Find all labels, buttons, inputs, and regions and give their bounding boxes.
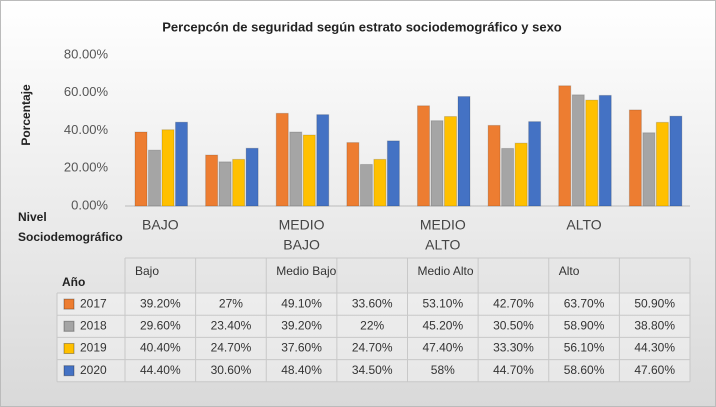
table-cell: 49.10% <box>281 296 322 310</box>
bar <box>346 142 360 207</box>
y-axis-label: Porcentaje <box>19 84 33 146</box>
table-cell: 29.60% <box>140 318 181 332</box>
table-cell: 40.40% <box>140 341 181 355</box>
bar <box>175 121 188 207</box>
y-tick-label: 40.00% <box>64 122 109 137</box>
table-cell: 34.50% <box>352 363 393 377</box>
y-tick-label: 0.00% <box>71 197 108 212</box>
bar <box>134 131 148 207</box>
table-cell: 58% <box>431 363 455 377</box>
table-header: Año <box>62 275 85 289</box>
table-cell: 42.70% <box>493 296 534 310</box>
y-tick-label: 20.00% <box>64 160 109 175</box>
legend-label: 2017 <box>80 296 107 310</box>
bar <box>359 163 373 207</box>
x-tick-label: ALTO <box>425 237 460 253</box>
bar <box>316 114 330 207</box>
table-cell: 23.40% <box>211 318 252 332</box>
bar <box>457 96 471 207</box>
table-cell: 33.60% <box>352 296 393 310</box>
table-cell: 24.70% <box>211 341 252 355</box>
bar <box>148 149 161 207</box>
table-cell: 47.60% <box>634 363 675 377</box>
bar <box>558 85 572 207</box>
table-cell: 48.40% <box>281 363 322 377</box>
legend-key <box>63 320 75 332</box>
table-cell: 47.40% <box>422 341 463 355</box>
bar <box>373 158 387 207</box>
bar <box>598 94 612 207</box>
table-cell: 44.70% <box>493 363 534 377</box>
bar <box>444 116 457 207</box>
bar <box>245 147 259 207</box>
bar <box>642 132 656 207</box>
bar <box>528 121 542 207</box>
y-tick-label: 60.00% <box>64 84 109 99</box>
bar <box>289 131 303 207</box>
x-axis-label: Sociodemográfico <box>18 230 123 244</box>
y-tick-label: 80.00% <box>64 46 109 61</box>
table-cell: 39.20% <box>281 318 322 332</box>
legend-key <box>63 343 75 354</box>
table-cell: 58.60% <box>564 363 605 377</box>
legend-label: 2018 <box>80 318 107 332</box>
bar <box>501 147 515 207</box>
legend-label: 2020 <box>80 363 107 377</box>
bar <box>275 112 289 207</box>
bar <box>655 121 669 207</box>
x-tick-label: MEDIO <box>420 217 466 233</box>
bar <box>205 154 219 207</box>
x-axis-label: Nivel <box>18 210 47 224</box>
bar <box>514 142 528 207</box>
table-cell: 22% <box>360 318 384 332</box>
x-tick-label: BAJO <box>283 237 320 253</box>
bar <box>487 124 501 207</box>
table-cell: 63.70% <box>564 296 605 310</box>
bar <box>302 134 316 207</box>
legend-label: 2019 <box>80 341 107 355</box>
table-cell: 45.20% <box>422 318 463 332</box>
bar <box>218 161 232 207</box>
table-cell: 27% <box>219 296 243 310</box>
table-column-header: Bajo <box>135 264 159 278</box>
table-column-header: Medio Bajo <box>276 264 336 278</box>
table-cell: 44.40% <box>140 363 181 377</box>
table-cell: 38.80% <box>634 318 675 332</box>
table-cell: 30.50% <box>493 318 534 332</box>
table-cell: 39.20% <box>140 296 181 310</box>
bar <box>417 105 430 207</box>
table-cell: 53.10% <box>422 296 463 310</box>
x-tick-label: BAJO <box>142 217 179 233</box>
table-cell: 24.70% <box>352 341 393 355</box>
bar <box>628 109 642 207</box>
x-tick-label: MEDIO <box>279 217 325 233</box>
table-column-header: Medio Alto <box>418 264 474 278</box>
bar <box>669 115 683 207</box>
table-cell: 50.90% <box>634 296 675 310</box>
legend-key <box>63 365 75 377</box>
bar <box>571 94 585 207</box>
x-tick-label: ALTO <box>566 217 601 233</box>
table-cell: 33.30% <box>493 341 534 355</box>
bar <box>161 129 175 207</box>
bar <box>585 99 599 207</box>
table-cell: 44.30% <box>634 341 675 355</box>
table-cell: 30.60% <box>211 363 252 377</box>
table-cell: 58.90% <box>564 318 605 332</box>
bar <box>430 120 444 207</box>
table-column-header: Alto <box>559 264 580 278</box>
bar <box>386 140 400 207</box>
table-cell: 37.60% <box>281 341 322 355</box>
chart-title: Percepcón de seguridad según estrato soc… <box>162 19 562 34</box>
bar <box>232 158 246 207</box>
table-cell: 56.10% <box>564 341 605 355</box>
legend-key <box>63 298 75 310</box>
